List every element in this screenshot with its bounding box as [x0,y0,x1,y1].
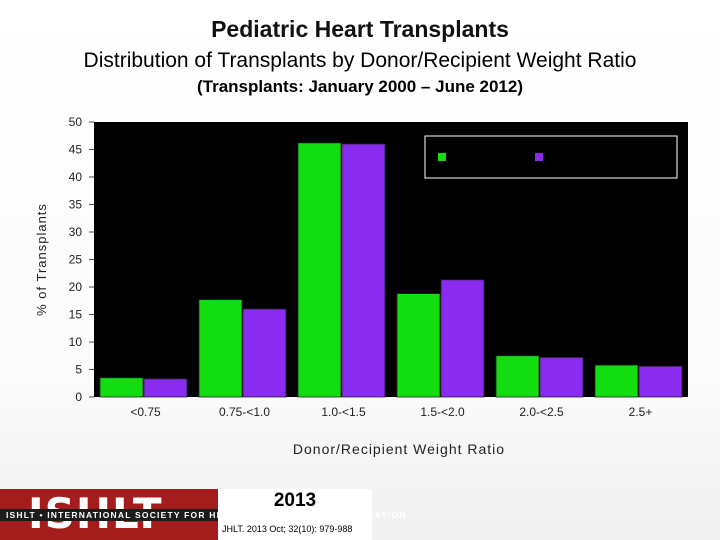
y-tick-label: 35 [69,198,83,212]
y-tick-label: 10 [69,335,83,349]
bar-series2-2 [341,143,386,398]
bar-series1-2 [297,142,342,398]
legend-swatch-2 [535,153,543,161]
y-tick-label: 40 [69,170,83,184]
y-tick-label: 30 [69,225,83,239]
bar-series2-1 [242,308,287,398]
bar-series1-3 [396,293,441,398]
bar-series2-5 [638,365,683,398]
report-year: 2013 [273,490,317,511]
bar-series1-5 [594,364,639,398]
legend-swatch-1 [438,153,446,161]
y-axis-title: % of Transplants [34,203,49,316]
bar-series1-1 [198,299,243,398]
x-tick-label: 0.75-<1.0 [219,405,270,419]
chart-subtitle: Distribution of Transplants by Donor/Rec… [83,49,637,72]
y-tick-label: 45 [69,143,83,157]
bar-series2-3 [440,279,485,398]
x-tick-label: 1.0-<1.5 [321,405,366,419]
bar-series2-4 [539,356,584,398]
page-title: Pediatric Heart Transplants [211,16,509,42]
x-tick-label: 2.0-<2.5 [519,405,564,419]
legend-box [424,135,678,179]
bar-series1-0 [99,377,144,398]
journal-citation: JHLT. 2013 Oct; 32(10): 979-988 [222,524,353,534]
x-tick-label: <0.75 [130,405,161,419]
bar-series2-0 [143,378,188,398]
y-tick-label: 50 [69,115,83,129]
y-tick-label: 5 [75,363,82,377]
ishlt-full-name: ISHLT • INTERNATIONAL SOCIETY FOR HEART … [6,510,407,520]
y-tick-label: 20 [69,280,83,294]
bar-chart: 0 5 10 15 20 25 30 35 40 45 50 % of Transplants Dono… [34,115,688,457]
date-range: (Transplants: January 2000 – June 2012) [197,77,523,96]
x-tick-label: 1.5-<2.0 [420,405,465,419]
y-tick-label: 15 [69,308,83,322]
x-axis-title: Donor/Recipient Weight Ratio [293,441,505,457]
bar-series1-4 [495,355,540,398]
y-tick-label: 25 [69,253,83,267]
y-tick-label: 0 [75,390,82,404]
x-tick-label: 2.5+ [629,405,653,419]
year-box [218,489,372,540]
